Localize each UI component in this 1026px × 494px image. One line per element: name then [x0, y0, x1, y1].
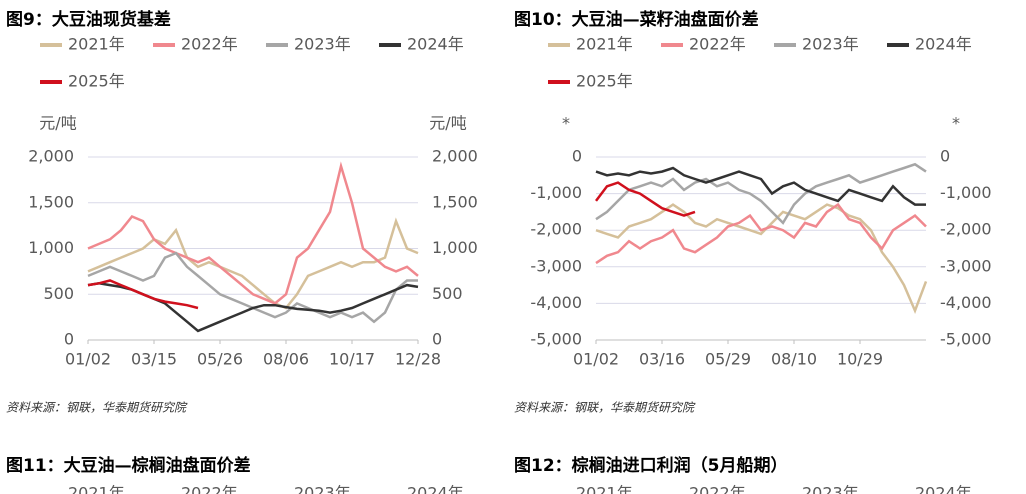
y-axis-label: *	[562, 114, 570, 133]
legend-label: 2025年	[576, 72, 633, 91]
series-line	[595, 203, 928, 315]
y2-tick-label: -1,000	[940, 183, 992, 202]
series-line	[87, 282, 419, 333]
x-tick-label: 10/29	[837, 350, 883, 369]
legend-label: 2021年	[68, 484, 125, 494]
y2-tick-label: 0	[432, 330, 442, 349]
legend-label: 2022年	[689, 484, 746, 494]
legend-label: 2024年	[407, 484, 464, 494]
legend-label: 2021年	[576, 484, 633, 494]
y-tick-label: 1,500	[28, 192, 74, 211]
x-tick-label: 08/06	[263, 350, 309, 369]
x-tick-label: 03/16	[639, 350, 685, 369]
legend-label: 2024年	[915, 35, 972, 54]
y2-tick-label: 2,000	[432, 147, 478, 166]
y-tick-label: 0	[64, 330, 74, 349]
legend-label: 2024年	[407, 35, 464, 54]
x-tick-label: 03/15	[131, 350, 177, 369]
figure-title: 图12：棕榈油进口利润（5月船期）	[514, 455, 788, 476]
x-tick-label: 01/02	[573, 350, 619, 369]
y2-tick-label: -2,000	[940, 220, 992, 239]
y2-tick-label: 1,000	[432, 238, 478, 257]
y-tick-label: -5,000	[530, 330, 582, 349]
figure-title: 图11：大豆油—棕榈油盘面价差	[6, 455, 251, 476]
source-note: 资料来源：钢联，华泰期货研究院	[514, 401, 696, 415]
source-note: 资料来源：钢联，华泰期货研究院	[6, 401, 188, 415]
y-tick-label: -3,000	[530, 256, 582, 275]
legend-label: 2023年	[802, 35, 859, 54]
x-tick-label: 01/02	[65, 350, 111, 369]
y2-tick-label: 1,500	[432, 192, 478, 211]
x-tick-label: 08/10	[771, 350, 817, 369]
x-tick-label: 10/17	[329, 350, 375, 369]
series-line	[87, 217, 419, 310]
series-line	[87, 279, 199, 310]
y2-tick-label: -5,000	[940, 330, 992, 349]
y-tick-label: -1,000	[530, 183, 582, 202]
legend-label: 2022年	[181, 484, 238, 494]
series-line	[595, 166, 926, 206]
series-line	[87, 161, 419, 305]
y2-axis-label: 元/吨	[429, 114, 466, 133]
series-line	[595, 162, 927, 225]
x-tick-label: 05/29	[705, 350, 751, 369]
chart-title: 图10：大豆油—菜籽油盘面价差	[514, 9, 759, 30]
legend-label: 2024年	[915, 484, 972, 494]
y-tick-label: -2,000	[530, 220, 582, 239]
y-tick-label: 2,000	[28, 147, 74, 166]
legend-label: 2023年	[802, 484, 859, 494]
y2-tick-label: -4,000	[940, 293, 992, 312]
series-line	[595, 181, 696, 217]
y-tick-label: -4,000	[530, 293, 582, 312]
chart-title: 图9：大豆油现货基差	[6, 9, 171, 30]
y-tick-label: 1,000	[28, 238, 74, 257]
y2-tick-label: 500	[432, 284, 463, 303]
x-tick-label: 12/28	[395, 350, 441, 369]
legend-label: 2025年	[68, 72, 125, 91]
legend-label: 2022年	[689, 35, 746, 54]
y-tick-label: 0	[572, 147, 582, 166]
y2-axis-label: *	[952, 114, 960, 133]
y-axis-label: 元/吨	[39, 114, 76, 133]
y-tick-label: 500	[43, 284, 74, 303]
series-line	[595, 202, 927, 265]
x-tick-label: 05/26	[197, 350, 243, 369]
y2-tick-label: -3,000	[940, 256, 992, 275]
legend-label: 2022年	[181, 35, 238, 54]
legend-label: 2021年	[576, 35, 633, 54]
y2-tick-label: 0	[940, 147, 950, 166]
legend-label: 2023年	[294, 35, 351, 54]
legend-label: 2023年	[294, 484, 351, 494]
legend-label: 2021年	[68, 35, 125, 54]
